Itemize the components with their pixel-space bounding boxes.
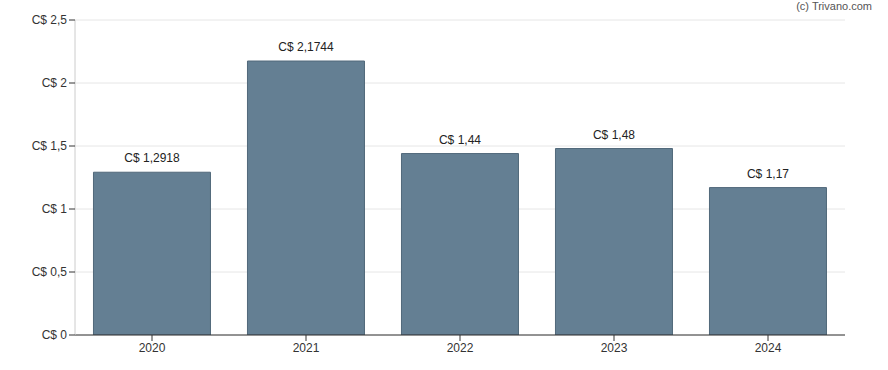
svg-text:C$ 2: C$ 2 [42,76,68,90]
svg-text:C$ 0: C$ 0 [42,328,68,342]
html-text:(c) Trivano.com: (c) Trivano.com [796,0,872,12]
svg-text:2021: 2021 [293,341,320,355]
svg-text:C$ 1,2918: C$ 1,2918 [124,151,180,165]
svg-text:C$ 2,1744: C$ 2,1744 [278,40,334,54]
svg-text:C$ 1,44: C$ 1,44 [439,133,481,147]
svg-text:C$ 1,17: C$ 1,17 [747,167,789,181]
svg-text:C$ 1: C$ 1 [42,202,68,216]
svg-text:C$ 0,5: C$ 0,5 [32,265,68,279]
svg-text:2023: 2023 [601,341,628,355]
svg-text:C$ 1,48: C$ 1,48 [593,128,635,142]
svg-text:2024: 2024 [755,341,782,355]
svg-text:2020: 2020 [139,341,166,355]
svg-text:C$ 2,5: C$ 2,5 [32,13,68,27]
svg-text:C$ 1,5: C$ 1,5 [32,139,68,153]
svg-text:2022: 2022 [447,341,474,355]
